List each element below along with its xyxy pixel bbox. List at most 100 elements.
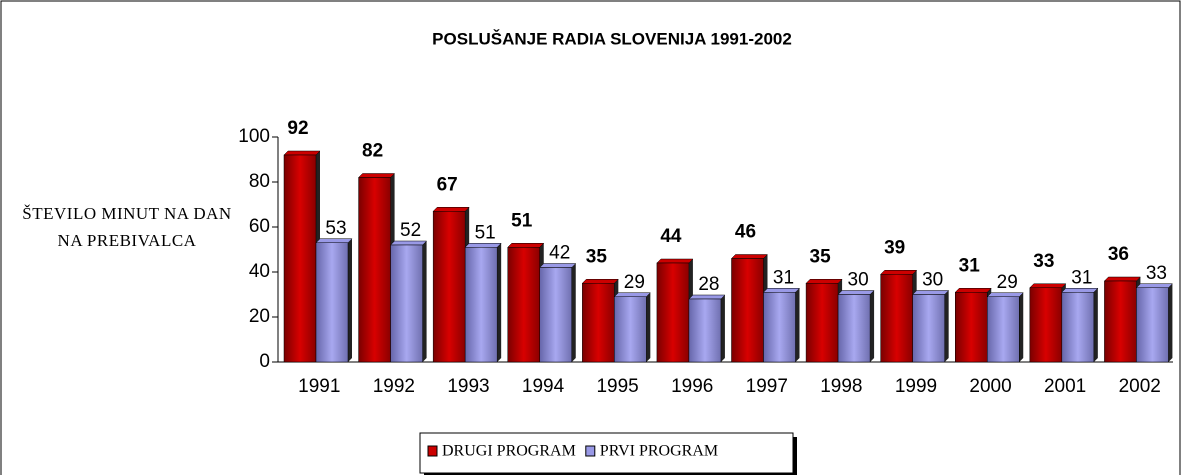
bar [912, 294, 945, 363]
bar [432, 211, 466, 363]
data-label: 82 [362, 141, 383, 162]
data-label: 51 [475, 222, 496, 243]
bar-top [539, 263, 577, 268]
bar-top [656, 258, 694, 264]
data-label: 28 [698, 274, 719, 295]
bar-side [1019, 292, 1024, 362]
bar [688, 298, 722, 363]
x-tick-label: 1991 [298, 376, 340, 397]
bar-top [1061, 288, 1099, 293]
bar [283, 154, 317, 363]
bar-top [986, 292, 1024, 297]
data-label: 52 [400, 220, 421, 241]
data-label: 31 [959, 255, 981, 276]
y-tick-label: 40 [249, 261, 270, 282]
bar [763, 292, 796, 363]
legend-swatch [585, 445, 596, 457]
bar-top [507, 243, 545, 248]
bar [987, 296, 1020, 363]
bar-side [571, 263, 576, 362]
x-tick-label: 2001 [1044, 376, 1086, 397]
bar-top [880, 270, 918, 275]
bar-top [688, 294, 726, 300]
data-label: 39 [884, 237, 905, 258]
data-label: 36 [1108, 244, 1129, 265]
bar-top [464, 243, 502, 248]
legend-label: PRVI PROGRAM [600, 443, 718, 460]
y-tick-label: 100 [238, 126, 270, 147]
data-label: 92 [287, 118, 308, 139]
y-tick-label: 60 [249, 216, 270, 237]
bar-top [1135, 283, 1174, 288]
bar [837, 294, 871, 363]
bar [805, 283, 839, 363]
data-label: 30 [848, 270, 869, 291]
x-tick-label: 1992 [373, 376, 415, 397]
bar-top [912, 290, 950, 295]
data-label: 30 [922, 270, 943, 291]
data-label: 33 [1033, 251, 1054, 272]
data-label: 44 [660, 226, 682, 247]
bar-side [646, 292, 651, 362]
bar-top [837, 290, 875, 295]
bar-top [954, 288, 992, 293]
bar-top [730, 254, 769, 259]
x-tick-label: 1997 [746, 376, 788, 397]
x-tick-label: 1994 [522, 376, 565, 397]
bar [507, 247, 540, 363]
data-label: 53 [325, 218, 346, 239]
bar [656, 262, 690, 363]
data-label: 67 [437, 174, 458, 195]
data-label: 35 [586, 246, 608, 267]
bar-top [357, 173, 396, 178]
bar-top [762, 288, 801, 293]
bar-side [944, 290, 949, 362]
bar-top [1103, 276, 1142, 282]
bar-top [1029, 283, 1067, 288]
bar-side [422, 241, 427, 362]
data-label: 51 [511, 210, 533, 231]
bar-side [720, 295, 725, 362]
bar-top [613, 292, 651, 297]
bar-side [1168, 283, 1173, 362]
bar [582, 283, 615, 363]
data-label: 35 [810, 246, 832, 267]
bar-top [805, 279, 843, 284]
legend-label: DRUGI PROGRAM [442, 443, 576, 460]
data-label: 46 [735, 222, 756, 243]
x-tick-label: 1995 [596, 376, 638, 397]
bar [390, 244, 423, 363]
bar-top [432, 207, 470, 212]
legend-box [419, 432, 794, 474]
bar-top [283, 150, 321, 156]
legend-swatch [427, 445, 438, 457]
bar-side [795, 288, 800, 362]
bar [614, 296, 647, 363]
data-label: 31 [773, 267, 794, 288]
bar-side [1093, 288, 1098, 362]
x-tick-label: 2000 [969, 376, 1011, 397]
bar [358, 177, 391, 363]
bar-side [870, 290, 875, 362]
bar [1061, 292, 1095, 363]
bar-top [315, 238, 353, 243]
x-tick-label: 1999 [895, 376, 937, 397]
bar [1136, 287, 1169, 363]
y-axis-label: ŠTEVILO MINUT NA DAN NA PREBIVALCA [22, 204, 232, 250]
data-label: 29 [624, 272, 645, 293]
bar [315, 242, 349, 363]
bar-top [389, 240, 428, 246]
data-label: 33 [1146, 263, 1167, 284]
chart-title: POSLUŠANJE RADIA SLOVENIJA 1991-2002 [432, 29, 792, 48]
y-tick-label: 20 [249, 306, 270, 327]
x-tick-label: 1998 [820, 376, 862, 397]
y-tick-label: 0 [259, 351, 270, 372]
data-label: 42 [549, 243, 570, 264]
bar-side [497, 243, 502, 362]
bar [539, 267, 572, 363]
bar [464, 247, 498, 363]
bar [880, 274, 913, 363]
